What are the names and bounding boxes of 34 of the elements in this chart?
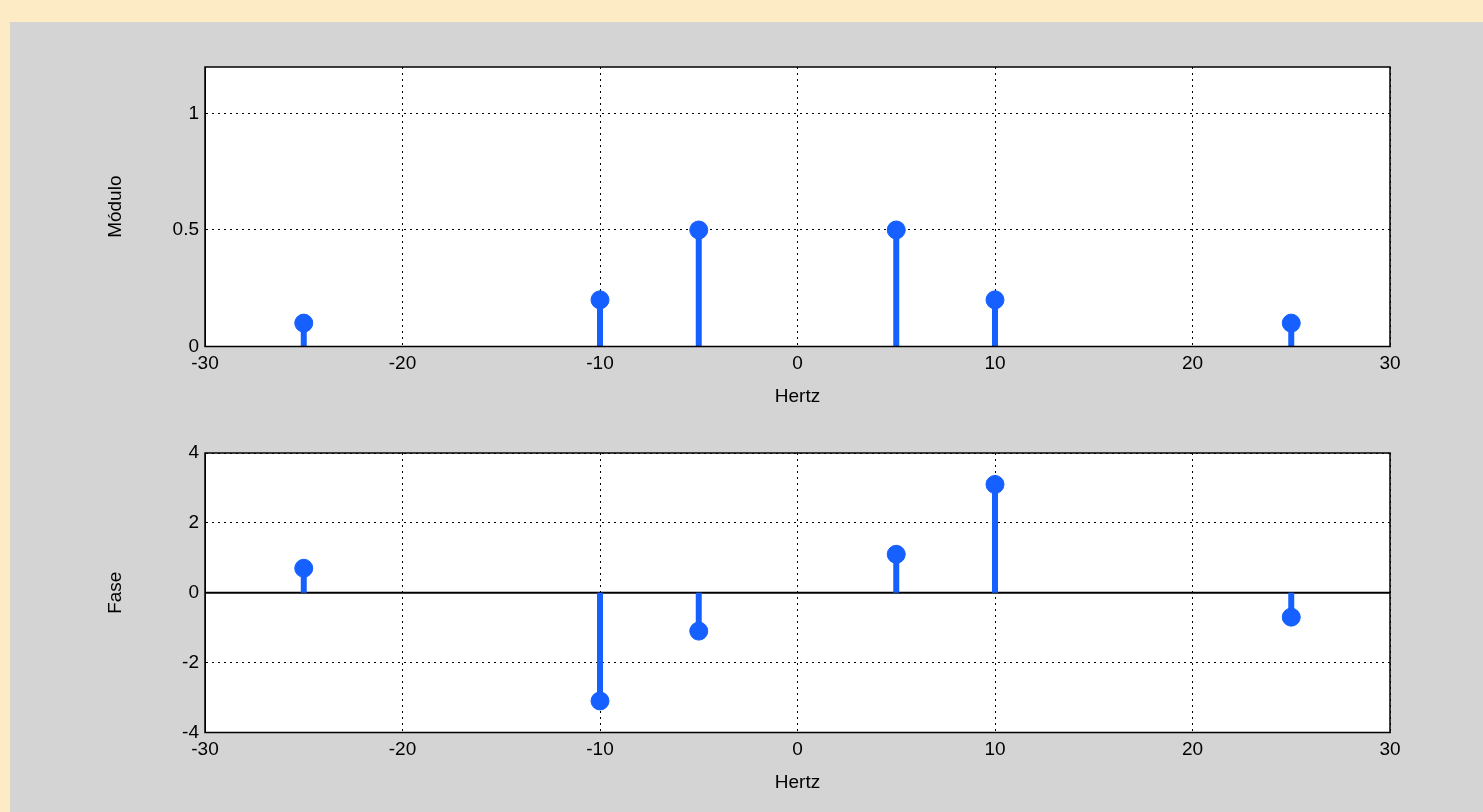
y-tick-label: 2 — [188, 511, 199, 533]
y-axis-title: Módulo — [103, 175, 125, 238]
x-tick-label: 0 — [792, 352, 803, 374]
x-tick-label: 10 — [984, 352, 1006, 374]
x-tick-label: 30 — [1379, 738, 1401, 760]
y-axis-title: Fase — [103, 571, 125, 614]
y-tick-label: -2 — [182, 650, 199, 672]
point — [886, 220, 906, 240]
point — [1281, 607, 1301, 627]
x-axis-title: Hertz — [774, 770, 821, 792]
x-tick-label: -20 — [388, 352, 417, 374]
y-tick-label: 0.5 — [172, 218, 199, 240]
point — [590, 691, 610, 711]
x-tick-label: 20 — [1181, 738, 1204, 760]
x-tick-label: 30 — [1379, 352, 1401, 374]
point — [590, 290, 610, 310]
point — [294, 313, 314, 333]
point — [985, 290, 1005, 310]
x-tick-label: 0 — [792, 738, 803, 760]
point — [1281, 313, 1301, 333]
x-tick-label: -10 — [586, 352, 614, 374]
x-axis-title: Hertz — [774, 384, 821, 406]
y-tick-label: 0 — [188, 580, 199, 602]
y-tick-label: 4 — [188, 441, 200, 463]
x-tick-label: -10 — [586, 738, 614, 760]
point — [689, 220, 709, 240]
x-tick-label: 10 — [984, 738, 1006, 760]
point — [294, 558, 314, 578]
point — [689, 621, 709, 641]
y-tick-label: 1 — [188, 101, 199, 123]
x-tick-label: 20 — [1181, 352, 1204, 374]
point — [886, 544, 906, 564]
x-tick-label: -20 — [388, 738, 417, 760]
point — [985, 474, 1005, 494]
